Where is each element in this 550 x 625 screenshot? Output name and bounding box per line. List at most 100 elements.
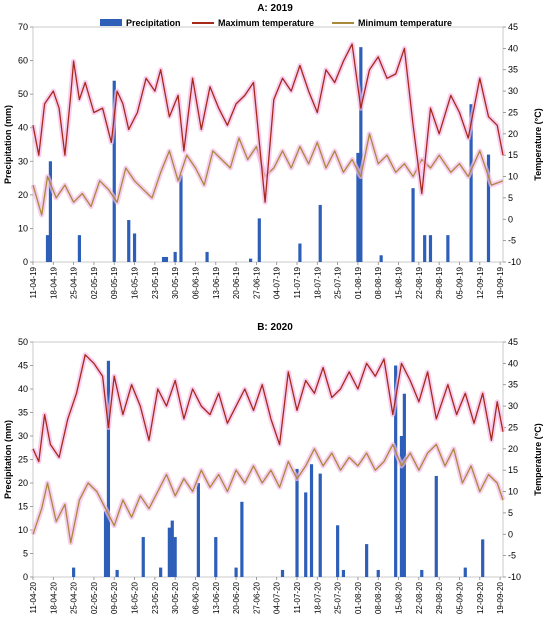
- x-tick-label: 02-05-20: [90, 581, 99, 614]
- max-temperature-line: [32, 43, 504, 203]
- x-tick-label: 22-08-19: [415, 266, 424, 299]
- right-y-tick-label: -10: [508, 572, 521, 582]
- precipitation-bar: [376, 569, 380, 577]
- precipitation-bar: [411, 188, 415, 262]
- panel-b-title: B: 2020: [257, 322, 293, 333]
- panel-a-title: A: 2019: [257, 3, 293, 14]
- precipitation-bar: [304, 492, 308, 577]
- x-tick-label: 20-06-19: [232, 266, 241, 299]
- right-y-tick-label: 30: [508, 86, 518, 96]
- precipitation-bar: [399, 436, 404, 577]
- left-y-tick-label: 25: [18, 455, 28, 465]
- x-tick-label: 25-07-19: [334, 266, 343, 299]
- right-y-tick-label: 10: [508, 487, 518, 497]
- left-y-tick-label: 50: [18, 337, 28, 347]
- x-tick-label: 13-06-19: [212, 266, 221, 299]
- x-tick-label: 09-05-20: [110, 581, 119, 614]
- left-y-tick-label: 0: [23, 572, 28, 582]
- x-tick-label: 04-07-20: [273, 581, 282, 614]
- precipitation-bar: [106, 360, 111, 577]
- right-y-tick-label: 5: [508, 508, 513, 518]
- x-tick-label: 16-05-19: [131, 266, 140, 299]
- x-tick-label: 12-09-19: [476, 266, 485, 299]
- precipitation-bar: [446, 235, 450, 262]
- x-tick-label: 06-06-19: [191, 266, 200, 299]
- legend-precipitation-swatch: [100, 19, 122, 26]
- legend-precipitation-label: Precipitation: [126, 18, 181, 28]
- x-tick-label: 23-05-19: [151, 266, 160, 299]
- precipitation-bar: [48, 161, 53, 262]
- x-tick-label: 02-05-19: [90, 266, 99, 299]
- precipitation-bar: [173, 251, 177, 262]
- precipitation-bar: [434, 475, 438, 577]
- x-tick-label: 29-08-20: [435, 581, 444, 614]
- precipitation-bar: [45, 235, 50, 262]
- right-y-tick-label: 35: [508, 65, 518, 75]
- max-temperature-halo: [30, 41, 506, 205]
- precipitation-bar: [309, 464, 314, 577]
- precipitation-bar: [428, 235, 433, 262]
- x-tick-label: 27-06-19: [252, 266, 261, 299]
- x-tick-label: 22-08-20: [415, 581, 424, 614]
- left-y-tick-label: 60: [18, 56, 28, 66]
- right-y-tick-label: 45: [508, 337, 518, 347]
- right-y-tick-label: 0: [508, 214, 513, 224]
- left-y-tick-label: 20: [18, 190, 28, 200]
- precipitation-bar: [341, 569, 346, 577]
- left-y-tick-label: 70: [18, 22, 28, 32]
- precipitation-bar: [179, 174, 183, 262]
- precipitation-bar: [234, 567, 238, 577]
- left-y-tick-label: 50: [18, 89, 28, 99]
- precipitation-bar: [103, 511, 108, 577]
- left-y-tick-label: 30: [18, 431, 28, 441]
- min-temperature-line: [32, 443, 504, 544]
- max-temperature-line: [32, 354, 504, 463]
- precipitation-bar: [196, 483, 200, 577]
- x-tick-label: 18-07-20: [313, 581, 322, 614]
- precipitation-bar: [167, 527, 171, 577]
- right-y-tick-label: 5: [508, 193, 513, 203]
- x-tick-label: 11-07-19: [293, 266, 302, 298]
- precipitation-bar: [170, 520, 174, 577]
- precipitation-bar: [280, 569, 285, 577]
- precipitation-bar: [481, 539, 485, 577]
- right-y-tick-label: 10: [508, 172, 518, 182]
- right-y-tick-label: 20: [508, 444, 518, 454]
- x-tick-label: 18-07-19: [313, 266, 322, 299]
- right-y-tick-label: 0: [508, 529, 513, 539]
- x-tick-label: 05-09-19: [455, 266, 464, 299]
- legend-tmax-label: Maximum temperature: [218, 18, 314, 28]
- precipitation-bar: [159, 567, 163, 577]
- x-tick-label: 04-07-19: [273, 266, 282, 299]
- left-y-tick-label: 0: [23, 257, 28, 267]
- right-y-tick-label: 25: [508, 107, 518, 117]
- precipitation-bar: [298, 243, 302, 262]
- min-temperature-halo: [30, 442, 506, 546]
- x-tick-label: 29-08-19: [435, 266, 444, 299]
- precipitation-bar: [359, 47, 363, 263]
- x-tick-label: 01-08-19: [354, 266, 363, 299]
- legend: Precipitation Maximum temperature Minimu…: [100, 18, 452, 28]
- left-y-tick-label: 35: [18, 408, 28, 418]
- precipitation-bar: [486, 154, 491, 262]
- left-y-tick-label: 10: [18, 525, 28, 535]
- right-y-tick-label: 40: [508, 358, 518, 368]
- left-y-tick-label: 10: [18, 223, 28, 233]
- panel-a: 0 10 20 30 40 50 60 70 -10 -5 0 5 10 15 20 25 30 35 40 45 Pr…: [3, 22, 543, 299]
- precipitation-bar: [161, 256, 166, 262]
- precipitation-bar: [402, 393, 406, 577]
- precipitation-bar: [248, 258, 253, 262]
- right-y-tick-label: -5: [508, 551, 516, 561]
- left-y-tick-label: 40: [18, 384, 28, 394]
- precipitation-bar: [356, 152, 360, 262]
- x-tick-label: 06-06-20: [191, 581, 200, 614]
- precipitation-bar: [205, 251, 209, 262]
- x-tick-label: 11-07-20: [293, 581, 302, 613]
- right-y-tick-label: 25: [508, 422, 518, 432]
- right-y-tick-label: 20: [508, 129, 518, 139]
- precipitation-bar: [240, 501, 244, 577]
- precipitation-bar: [141, 537, 145, 577]
- precipitation-bar: [295, 468, 299, 577]
- precipitation-bar: [77, 235, 82, 262]
- right-y-tick-label: -5: [508, 236, 516, 246]
